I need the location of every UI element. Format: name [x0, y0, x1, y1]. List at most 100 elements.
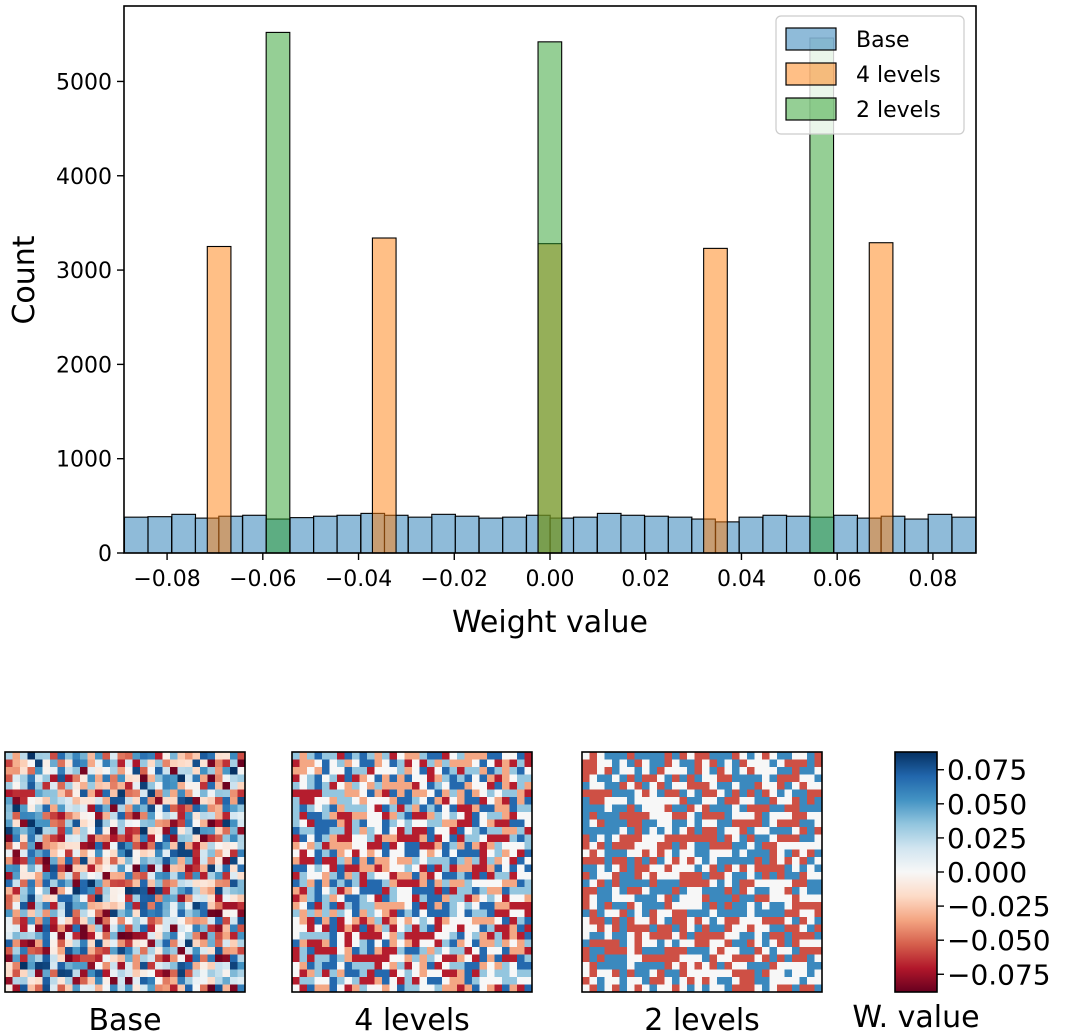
heatmap-cell	[192, 834, 201, 843]
heatmap-cell	[207, 834, 216, 843]
heatmap-cell	[337, 962, 345, 970]
heatmap-cell	[344, 827, 353, 835]
heatmap-cell	[389, 849, 398, 858]
heatmap-cell	[449, 932, 458, 940]
heatmap-cell	[162, 767, 171, 775]
heatmap-cell	[672, 962, 680, 970]
heatmap-cell	[434, 797, 443, 805]
heatmap-cell	[230, 782, 238, 790]
heatmap-cell	[367, 819, 375, 828]
heatmap-cell	[367, 849, 375, 858]
heatmap-cell	[27, 774, 36, 783]
heatmap-cell	[657, 977, 665, 985]
heatmap-cell	[494, 977, 503, 985]
heatmap-cell	[642, 947, 650, 955]
heatmap-cell	[177, 924, 186, 933]
heatmap-cell	[434, 894, 443, 903]
heatmap-cell	[367, 804, 375, 813]
heatmap-cell	[784, 812, 793, 820]
heatmap-cell	[352, 857, 360, 865]
heatmap-cell	[724, 759, 733, 768]
heatmap-cell	[754, 872, 763, 880]
heatmap-cell	[687, 947, 695, 955]
heatmap-cell	[170, 849, 178, 858]
heatmap-cell	[35, 872, 43, 880]
heatmap-cell	[367, 909, 375, 918]
heatmap-cell	[299, 924, 308, 933]
heatmap-cell	[322, 789, 330, 798]
heatmap-cell	[747, 924, 755, 933]
heatmap-cell	[517, 924, 525, 933]
heatmap-cell	[230, 797, 238, 805]
heatmap-cell	[344, 969, 353, 978]
heatmap-cell	[464, 887, 473, 895]
heatmap-cell	[389, 842, 398, 850]
heatmap-cell	[672, 924, 680, 933]
heatmap-cell	[724, 879, 733, 888]
heatmap-cell	[117, 842, 126, 850]
heatmap-cell	[434, 789, 443, 798]
heatmap-cell	[762, 774, 770, 783]
heatmap-cell	[292, 954, 300, 963]
heatmap-cell	[604, 894, 613, 903]
heatmap-cell	[207, 924, 216, 933]
heatmap-2-levels-label: 2 levels	[644, 1003, 760, 1035]
heatmap-cell	[125, 857, 133, 865]
heatmap-cell	[814, 797, 823, 805]
heatmap-cell	[649, 894, 658, 903]
heatmap-cell	[672, 782, 680, 790]
heatmap-cell	[125, 984, 133, 993]
heatmap-cell	[215, 887, 223, 895]
heatmap-cell	[162, 857, 171, 865]
heatmap-cell	[694, 924, 703, 933]
heatmap-cell	[359, 834, 368, 843]
bar-base	[407, 516, 433, 554]
heatmap-cell	[807, 812, 815, 820]
heatmap-cell	[449, 872, 458, 880]
heatmap-cell	[449, 984, 458, 993]
heatmap-cell	[87, 759, 96, 768]
heatmap-cell	[307, 864, 315, 873]
heatmap-cell	[65, 954, 73, 963]
heatmap-cell	[367, 962, 375, 970]
heatmap-cell	[702, 977, 710, 985]
heatmap-cell	[709, 962, 718, 970]
heatmap-cell	[597, 812, 605, 820]
heatmap-cell	[649, 857, 658, 865]
heatmap-cell	[612, 849, 620, 858]
heatmap-cell	[192, 917, 201, 925]
heatmap-cell	[65, 872, 73, 880]
heatmap-cell	[604, 977, 613, 985]
heatmap-cell	[132, 804, 141, 813]
heatmap-cell	[367, 842, 375, 850]
heatmap-cell	[747, 752, 755, 760]
heatmap-cell	[769, 939, 778, 948]
heatmap-cell	[374, 962, 383, 970]
heatmap-cell	[329, 984, 338, 993]
heatmap-cell	[87, 812, 96, 820]
heatmap-cell	[314, 924, 323, 933]
heatmap-cell	[502, 789, 510, 798]
heatmap-cell	[50, 894, 58, 903]
heatmap-cell	[344, 887, 353, 895]
heatmap-cell	[292, 924, 300, 933]
heatmap-cell	[35, 954, 43, 963]
heatmap-cell	[732, 977, 740, 985]
heatmap-cell	[140, 872, 148, 880]
heatmap-cell	[359, 752, 368, 760]
heatmap-cell	[479, 902, 488, 910]
bar-base	[667, 516, 693, 554]
heatmap-cell	[42, 917, 51, 925]
heatmap-cell	[322, 804, 330, 813]
heatmap-cell	[762, 842, 770, 850]
heatmap-cell	[649, 932, 658, 940]
heatmap-cell	[155, 782, 163, 790]
heatmap-cell	[457, 924, 465, 933]
heatmap-cell	[634, 759, 643, 768]
heatmap-cell	[814, 917, 823, 925]
heatmap-cell	[125, 932, 133, 940]
heatmap-cell	[162, 984, 171, 993]
heatmap-cell	[132, 752, 141, 760]
heatmap-cell	[642, 969, 650, 978]
